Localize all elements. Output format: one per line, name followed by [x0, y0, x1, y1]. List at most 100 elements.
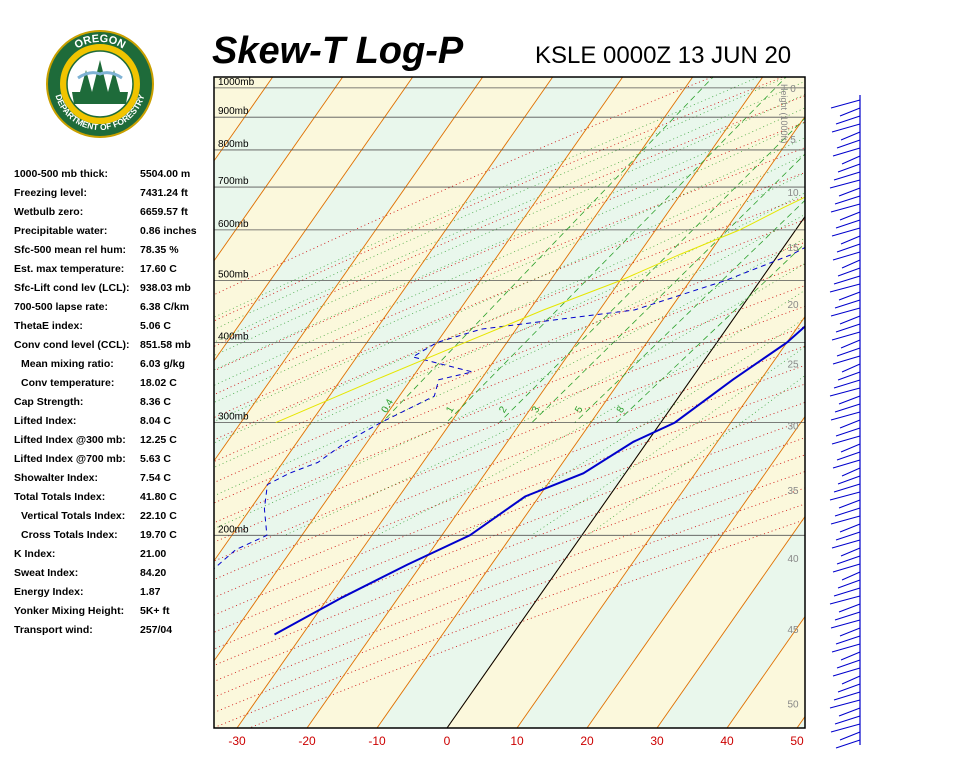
- index-label: Showalter Index:: [14, 472, 99, 484]
- index-value: 21.00: [140, 548, 167, 560]
- wind-barb: [835, 531, 861, 541]
- wind-barb: [832, 667, 861, 677]
- wind-barb: [837, 683, 861, 693]
- wind-barb: [836, 555, 861, 565]
- index-value: 7.54 C: [140, 472, 171, 484]
- wind-barb: [829, 699, 861, 709]
- index-row: Lifted Index @300 mb: 12.25 C: [14, 434, 214, 453]
- parcel-trace: [275, 196, 805, 424]
- index-label: Wetbulb zero:: [14, 206, 84, 218]
- wind-barb: [834, 715, 861, 725]
- isotherm-band: [797, 716, 805, 728]
- x-tick-label: 20: [580, 734, 594, 748]
- index-label: Cross Totals Index:: [21, 529, 118, 541]
- x-tick-label: 50: [790, 734, 804, 748]
- isotherm-line: [214, 77, 414, 362]
- dry-adiabat: [214, 305, 805, 543]
- plot-area: 0.4 1 2 3 5 81000mb900mb800mb700mb600mb500mb4…: [0, 77, 960, 728]
- index-label: Mean mixing ratio:: [21, 358, 114, 370]
- station-time-label: KSLE 0000Z 13 JUN 20: [535, 42, 792, 69]
- wind-barb: [840, 651, 861, 661]
- index-row: K Index: 21.00: [14, 548, 214, 567]
- isotherm-line: [586, 415, 805, 728]
- index-value: 0.86 inches: [140, 225, 197, 237]
- plot-frame: [213, 76, 806, 729]
- index-value: 6659.57 ft: [140, 206, 188, 218]
- wind-barb: [832, 147, 861, 157]
- wind-barb: [834, 403, 861, 413]
- wind-barb: [833, 275, 861, 285]
- chart-title: Skew-T Log-P: [212, 30, 464, 72]
- moist-adiabat: [214, 107, 805, 371]
- isotherm-line: [0, 77, 133, 728]
- wind-barb: [832, 459, 861, 469]
- mixing-ratio-line: [531, 153, 805, 423]
- wind-barb: [832, 251, 861, 261]
- wind-barb: [835, 427, 861, 437]
- isotherm-band: [0, 77, 203, 728]
- index-row: 700-500 lapse rate: 6.38 C/km: [14, 301, 214, 320]
- wind-barb: [839, 419, 861, 429]
- wind-barb: [834, 611, 861, 621]
- wind-barb: [831, 435, 861, 445]
- wind-barb: [837, 579, 861, 589]
- mixing-ratio-line: [574, 199, 805, 423]
- height-tick-label: 5: [790, 135, 796, 146]
- isotherm-line: [214, 77, 344, 262]
- wind-barb: [841, 571, 861, 581]
- index-row: Transport wind: 257/04: [14, 624, 214, 643]
- height-tick-label: 0: [790, 84, 796, 95]
- index-label: Lifted Index @300 mb:: [14, 434, 126, 446]
- mixing-ratio-label: 3: [530, 404, 543, 415]
- index-row: Sfc-Lift cond lev (LCL): 938.03 mb: [14, 282, 214, 301]
- index-row: Cap Strength: 8.36 C: [14, 396, 214, 415]
- index-row: Mean mixing ratio: 6.03 g/kg: [14, 358, 214, 377]
- wind-barb: [840, 235, 861, 245]
- index-label: Est. max temperature:: [14, 263, 125, 275]
- index-row: Showalter Index: 7.54 C: [14, 472, 214, 491]
- wind-barb: [839, 107, 861, 117]
- wind-barb: [840, 131, 861, 141]
- index-value: 78.35 %: [140, 244, 179, 256]
- index-value: 5.06 C: [140, 320, 171, 332]
- isotherm-line: [0, 77, 63, 728]
- wind-barb: [836, 451, 861, 461]
- index-label: Total Totals Index:: [14, 491, 106, 503]
- index-label: Precipitable water:: [14, 225, 108, 237]
- dry-adiabat: [214, 77, 713, 296]
- wind-barb: [838, 707, 861, 717]
- wind-barb: [830, 99, 861, 109]
- pressure-label: 1000mb: [218, 77, 255, 88]
- isotherm-line: [867, 77, 960, 728]
- pressure-label: 800mb: [218, 139, 249, 150]
- index-row: Precipitable water: 0.86 inches: [14, 225, 214, 244]
- wind-barb: [839, 627, 861, 637]
- index-row: Total Totals Index: 41.80 C: [14, 491, 214, 510]
- index-label: Conv cond level (CCL):: [14, 339, 130, 351]
- wind-barb: [841, 675, 861, 685]
- height-tick-label: 25: [787, 359, 799, 370]
- x-tick-label: -30: [228, 734, 246, 748]
- pressure-label: 400mb: [218, 332, 249, 343]
- index-value: 1.87: [140, 586, 161, 598]
- index-value: 257/04: [140, 624, 173, 636]
- height-tick-label: 50: [787, 699, 799, 710]
- pressure-label: 200mb: [218, 524, 249, 535]
- wind-barb: [831, 331, 861, 341]
- index-value: 18.02 C: [140, 377, 177, 389]
- mixing-ratio-line: [498, 117, 805, 423]
- isotherm-line: [656, 515, 805, 728]
- pressure-label: 700mb: [218, 176, 249, 187]
- x-tick-label: 0: [444, 734, 451, 748]
- wind-barb: [838, 291, 861, 301]
- wind-barb: [829, 179, 861, 189]
- pressure-label: 300mb: [218, 412, 249, 423]
- height-tick-label: 10: [787, 188, 799, 199]
- wind-barb: [837, 475, 861, 485]
- index-row: Yonker Mixing Height: 5K+ ft: [14, 605, 214, 624]
- index-label: Vertical Totals Index:: [21, 510, 126, 522]
- index-label: Lifted Index:: [14, 415, 77, 427]
- wind-barb: [834, 299, 861, 309]
- wind-barb: [841, 259, 861, 269]
